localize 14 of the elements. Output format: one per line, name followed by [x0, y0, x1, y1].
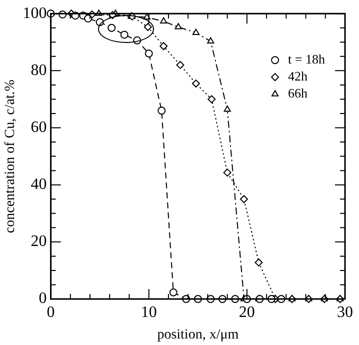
legend-label: 66h	[288, 86, 308, 101]
x-tick-label: 10	[140, 304, 157, 321]
x-tick-label: 30	[337, 304, 353, 321]
y-tick-label: 80	[30, 62, 47, 79]
y-tick-label: 100	[22, 4, 47, 22]
legend-label: t = 18h	[288, 52, 326, 67]
y-tick-label: 40	[30, 176, 47, 194]
y-tick-label: 20	[30, 233, 47, 250]
x-tick-label: 20	[238, 304, 255, 321]
y-tick-label: 0	[38, 290, 47, 308]
legend-label: 42h	[288, 68, 308, 84]
y-axis-title: concentration of Cu, c/at.%	[3, 79, 18, 234]
y-tick-label: 60	[30, 118, 47, 136]
x-axis-title: position, x/μm	[157, 327, 239, 342]
